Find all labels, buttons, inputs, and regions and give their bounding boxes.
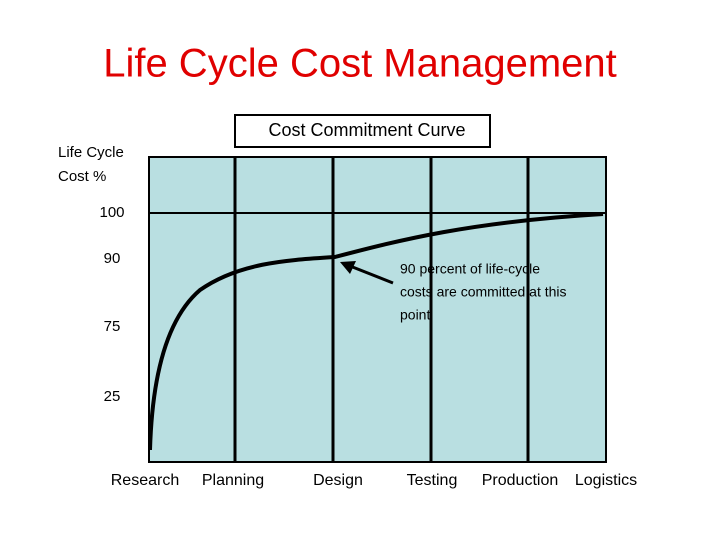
- y-label: Cost %: [58, 168, 106, 185]
- y-tick-label: 75: [104, 318, 121, 335]
- phase-label: Planning: [202, 472, 264, 489]
- commitment-curve: [148, 212, 604, 451]
- chart-title-box: [234, 114, 491, 148]
- annotation: point: [400, 307, 430, 323]
- annotation: 90 percent of life-cycle: [400, 261, 540, 277]
- phase-label: Design: [313, 472, 363, 489]
- annotation: costs are committed at this: [400, 284, 567, 300]
- arrow-head: [340, 261, 356, 274]
- y-tick-label: 90: [104, 250, 121, 267]
- plot-area: [148, 156, 607, 463]
- phase-dividers: [233, 157, 530, 462]
- chart-title: Cost Commitment Curve: [268, 120, 465, 140]
- phase-label: Research: [111, 472, 179, 489]
- arrow: [349, 264, 394, 285]
- slide-title: Life Cycle Cost Management: [103, 42, 617, 86]
- phase-label: Production: [482, 472, 559, 489]
- y-label: Life Cycle: [58, 144, 124, 161]
- y-tick-label: 100: [99, 204, 124, 221]
- y-tick-label: 25: [104, 388, 121, 405]
- phase-label: Logistics: [575, 472, 637, 489]
- phase-label: Testing: [407, 472, 458, 489]
